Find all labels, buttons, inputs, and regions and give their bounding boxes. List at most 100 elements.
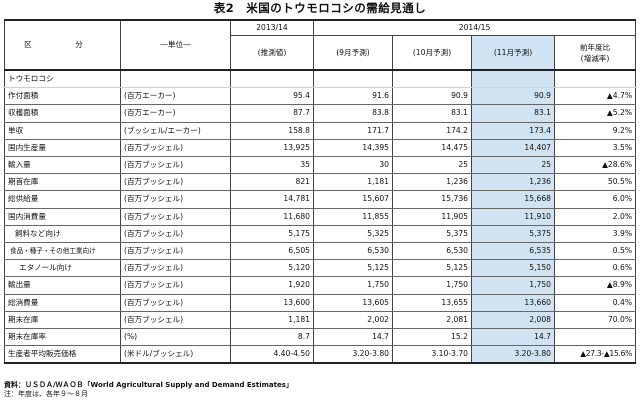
row-value-2013-estimate: 14,781: [230, 190, 314, 209]
row-value-oct-forecast: 14,475: [392, 139, 472, 158]
row-value-nov-forecast: 2,008: [471, 311, 555, 330]
row-value-nov-forecast: 6,535: [471, 242, 555, 261]
row-unit: (百万ブッシェル): [120, 225, 231, 244]
table-row: 期末在庫率 (%) 8.7 14.7 15.2 14.7: [4, 328, 637, 347]
header-row-years: 区 分 ―単位― 2013/14 2014/15: [4, 19, 637, 71]
row-value-oct-forecast: 2,081: [392, 311, 472, 330]
row-value-2013-estimate: 1,920: [230, 276, 314, 295]
row-change-rate: ▲27.3-▲15.6%: [553, 345, 637, 365]
row-change-rate: 0.5%: [553, 242, 637, 261]
row-change-rate: ▲4.7%: [553, 87, 637, 106]
row-value-2013-estimate: 5,120: [230, 259, 314, 278]
row-item-label: 飼料など向け: [4, 225, 121, 244]
row-value-2013-estimate: 5,175: [230, 225, 314, 244]
row-value-oct-forecast: 5,125: [392, 259, 472, 278]
row-value-oct-forecast: 11,905: [392, 208, 472, 226]
row-change-rate: 70.0%: [553, 311, 637, 330]
row-value-nov-forecast: 14,407: [471, 139, 555, 158]
header-year-2013: 2013/14: [230, 19, 314, 36]
row-unit: (百万ブッシェル): [120, 259, 231, 278]
row-item-label: 生産者平均販売価格: [4, 345, 121, 365]
header-col-estimate: (推測値): [230, 35, 314, 71]
row-value-nov-forecast: 13,660: [471, 294, 555, 312]
row-item-label: エタノール向け: [4, 259, 121, 278]
row-value-sep-forecast: 91.6: [313, 87, 393, 106]
row-value-2013-estimate: 4.40-4.50: [230, 345, 314, 365]
row-value-sep-forecast: 14,395: [313, 139, 393, 158]
table-row: 総供給量 (百万ブッシェル) 14,781 15,607 15,736 15,668 6.0…: [4, 190, 637, 209]
row-unit: (百万ブッシェル): [120, 242, 231, 261]
row-value-2013-estimate: 1,181: [230, 311, 314, 330]
header-row-columns: (推測値) (9月予測) (10月予測) (11月予測) 前年度比 (増減率): [5, 35, 637, 71]
row-unit: (百万ブッシェル): [120, 156, 231, 175]
row-value-oct-forecast: 25: [392, 156, 472, 175]
row-value-sep-forecast: 13,605: [313, 294, 393, 312]
row-value-2013-estimate: 6,505: [230, 242, 314, 261]
row-value-2013-estimate: 11,680: [230, 208, 314, 226]
header-change-line1: 前年度比: [579, 42, 611, 52]
header-col-nov: (11月予測): [471, 35, 555, 71]
row-change-rate: 0.4%: [553, 294, 637, 312]
header-unit: ―単位―: [120, 19, 231, 71]
table-row: 作付面積 (百万エーカー) 95.4 91.6 90.9 90.9 ▲4.7%: [4, 87, 637, 106]
row-item-label: 総消費量: [4, 294, 121, 312]
row-unit: (百万ブッシェル): [120, 276, 231, 295]
row-value-2013-estimate: 87.7: [230, 104, 314, 123]
row-item-label: 収穫面積: [4, 104, 121, 123]
row-value-oct-forecast: 6,530: [392, 242, 472, 261]
row-unit: (ブッシェル/エーカー): [120, 122, 231, 140]
table-row: 輸出量 (百万ブッシェル) 1,920 1,750 1,750 1,750 ▲8.9%: [4, 276, 637, 295]
header-year-2014: 2014/15: [312, 19, 637, 36]
row-value-nov-forecast: 1,236: [471, 173, 555, 192]
row-value-2013-estimate: 35: [230, 156, 314, 175]
row-value-oct-forecast: 5,375: [392, 225, 472, 244]
row-value-oct-forecast: 13,655: [392, 294, 472, 312]
row-unit: (百万ブッシェル): [120, 173, 231, 192]
row-item-label: 単収: [4, 122, 121, 140]
row-value-sep-forecast: 30: [313, 156, 393, 175]
row-item-label: 国内生産量: [4, 139, 121, 158]
row-item-label: 期首在庫: [4, 173, 121, 192]
row-change-rate: 9.2%: [553, 122, 637, 140]
row-value-nov-forecast: 25: [471, 156, 555, 175]
row-value-2013-estimate: 158.8: [230, 122, 314, 140]
table-body: 作付面積 (百万エーカー) 95.4 91.6 90.9 90.9 ▲4.7% 収穫面積 (百万…: [4, 87, 637, 365]
row-value-nov-forecast: 3.20-3.80: [471, 345, 555, 365]
table-row: 期末在庫 (百万ブッシェル) 1,181 2,002 2,081 2,008 70.0%: [4, 311, 637, 330]
table-row: エタノール向け (百万ブッシェル) 5,120 5,125 5,125 5,150 0.6%: [4, 259, 637, 278]
table-row: 収穫面積 (百万エーカー) 87.7 83.8 83.1 83.1 ▲5.2%: [4, 104, 637, 123]
footer: 資料：ＵＳＤＡ/ＷＡＯＢ「World Agricultural Supply a…: [4, 381, 636, 399]
row-change-rate: ▲8.9%: [553, 276, 637, 295]
row-item-label: 輸出量: [4, 276, 121, 295]
row-change-rate: 2.0%: [553, 208, 637, 226]
row-value-oct-forecast: 3.10-3.70: [392, 345, 472, 365]
row-unit: (百万ブッシェル): [120, 311, 231, 330]
row-value-nov-forecast: 11,910: [471, 208, 555, 226]
section-label: トウモロコシ: [4, 70, 121, 89]
source-note: 資料：ＵＳＤＡ/ＷＡＯＢ「World Agricultural Supply a…: [4, 381, 293, 389]
row-value-sep-forecast: 1,181: [313, 173, 393, 192]
row-value-oct-forecast: 1,750: [392, 276, 472, 295]
row-value-nov-forecast: 83.1: [471, 104, 555, 123]
header-col-sep: (9月予測): [313, 35, 393, 71]
row-value-oct-forecast: 90.9: [392, 87, 472, 106]
row-value-sep-forecast: 15,607: [313, 190, 393, 209]
row-value-sep-forecast: 5,125: [313, 259, 393, 278]
row-value-oct-forecast: 15,736: [392, 190, 472, 209]
table-row: 飼料など向け (百万ブッシェル) 5,175 5,325 5,375 5,375 3.9%: [4, 225, 637, 244]
header-col-oct: (10月予測): [392, 35, 472, 71]
table-title: 表2 米国のトウモロコシの需給見通し: [213, 1, 427, 15]
row-value-oct-forecast: 174.2: [392, 122, 472, 140]
table-row: 生産者平均販売価格 (米ドル/ブッシェル) 4.40-4.50 3.20-3.80 3.…: [4, 345, 637, 365]
table-row: 単収 (ブッシェル/エーカー) 158.8 171.7 174.2 173.4 9.2%: [4, 122, 637, 140]
row-unit: (%): [120, 328, 231, 347]
row-value-sep-forecast: 171.7: [313, 122, 393, 140]
row-change-rate: 50.5%: [553, 173, 637, 192]
row-value-sep-forecast: 83.8: [313, 104, 393, 123]
row-item-label: 作付面積: [4, 87, 121, 106]
row-value-oct-forecast: 83.1: [392, 104, 472, 123]
row-value-nov-forecast: 5,375: [471, 225, 555, 244]
row-value-sep-forecast: 11,855: [313, 208, 393, 226]
row-value-sep-forecast: 14.7: [313, 328, 393, 347]
header-col-change: 前年度比 (増減率): [553, 35, 637, 71]
